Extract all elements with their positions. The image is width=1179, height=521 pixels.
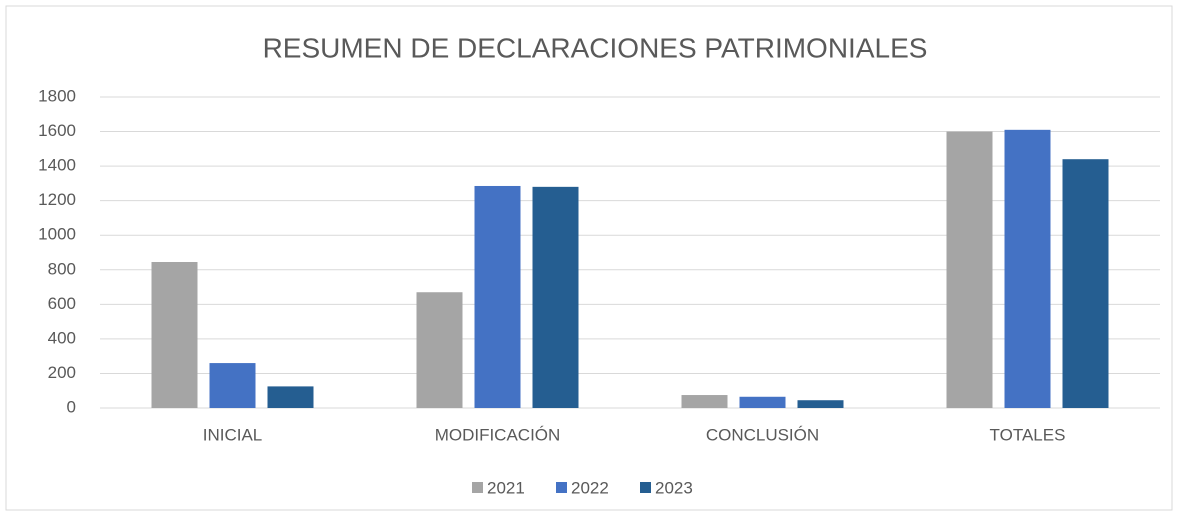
bar [946, 131, 993, 409]
x-tick-label: TOTALES [990, 425, 1066, 444]
y-tick-label: 0 [67, 397, 76, 416]
y-tick-label: 400 [48, 328, 76, 347]
x-tick-label: CONCLUSIÓN [706, 425, 819, 444]
y-tick-label: 1600 [38, 121, 76, 140]
chart-title: RESUMEN DE DECLARACIONES PATRIMONIALES [263, 32, 928, 63]
bar [474, 185, 521, 408]
legend-swatch [472, 482, 483, 493]
y-tick-label: 200 [48, 363, 76, 382]
legend-swatch [556, 482, 567, 493]
bar [739, 396, 786, 408]
y-tick-label: 1800 [38, 86, 76, 105]
bar [209, 363, 256, 408]
bar [797, 400, 844, 408]
y-tick-label: 1200 [38, 190, 76, 209]
y-tick-label: 1000 [38, 225, 76, 244]
y-tick-label: 600 [48, 294, 76, 313]
y-tick-label: 800 [48, 259, 76, 278]
x-tick-label: MODIFICACIÓN [435, 425, 561, 444]
bar [151, 262, 198, 408]
bar [267, 386, 314, 408]
bar [1004, 129, 1051, 409]
bar [681, 395, 728, 408]
x-tick-label: INICIAL [203, 425, 263, 444]
legend-swatch [640, 482, 651, 493]
bar [416, 292, 463, 408]
y-tick-label: 1400 [38, 156, 76, 175]
legend-label: 2022 [571, 478, 609, 497]
legend-label: 2021 [487, 478, 525, 497]
bar [1062, 159, 1109, 408]
bar [532, 186, 579, 408]
legend-label: 2023 [655, 478, 693, 497]
